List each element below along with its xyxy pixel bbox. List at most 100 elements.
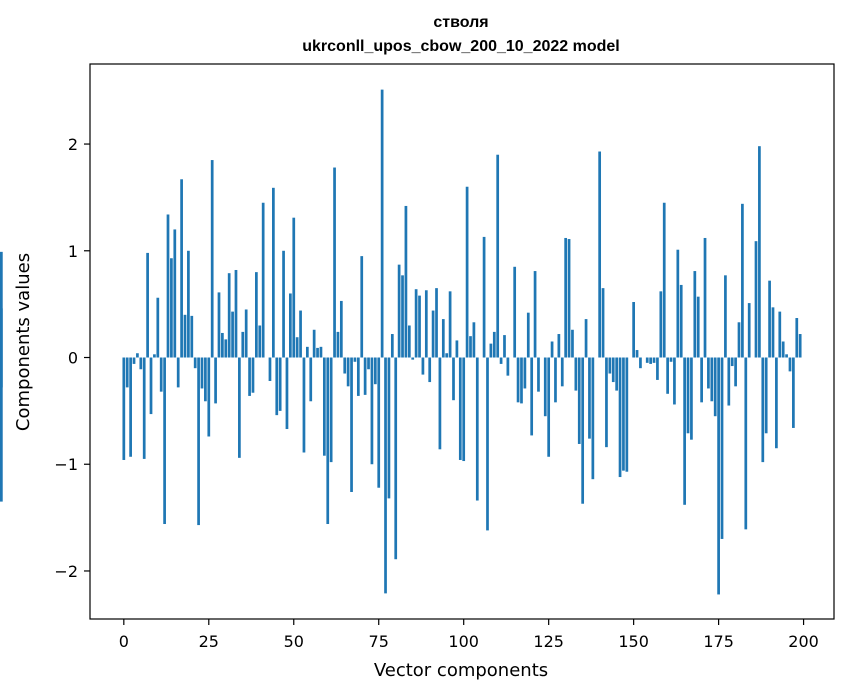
bar-33 <box>234 269 238 358</box>
bar-131 <box>567 239 571 358</box>
bar-47 <box>282 250 285 358</box>
bar-undefined <box>0 357 3 502</box>
bar-18 <box>183 314 187 358</box>
y-axis-label: Components values <box>13 253 34 431</box>
bar-141 <box>601 288 605 358</box>
x-tick-label: 100 <box>448 632 479 651</box>
bar-181 <box>737 322 741 358</box>
bar-133 <box>574 357 578 391</box>
bar-64 <box>339 300 343 358</box>
bar-66 <box>346 357 350 387</box>
bar-98 <box>455 340 459 358</box>
bar-134 <box>577 357 581 444</box>
bar-80 <box>394 357 398 560</box>
bar-13 <box>166 214 170 358</box>
bar-7 <box>146 252 149 358</box>
bar-17 <box>180 179 183 358</box>
bar-116 <box>516 357 520 403</box>
bar-193 <box>778 311 782 358</box>
bar-53 <box>302 357 306 453</box>
bar-46 <box>278 357 282 411</box>
bar-95 <box>445 353 449 358</box>
bar-49 <box>289 293 292 358</box>
bar-52 <box>299 310 302 358</box>
bar-127 <box>554 357 557 403</box>
x-tick-label: 150 <box>618 632 649 651</box>
bar-63 <box>336 331 340 358</box>
bar-61 <box>329 357 333 463</box>
x-tick-label: 25 <box>199 632 219 651</box>
bar-20 <box>190 315 194 358</box>
bar-159 <box>662 202 666 358</box>
bar-1 <box>125 357 129 388</box>
y-tick-label: −1 <box>54 455 78 474</box>
bar-103 <box>472 322 476 358</box>
bar-99 <box>458 357 462 460</box>
bar-82 <box>401 275 404 358</box>
bar-117 <box>520 357 523 404</box>
bar-140 <box>598 151 602 358</box>
bar-39 <box>255 272 258 358</box>
bar-73 <box>370 357 374 465</box>
bars-group <box>0 89 802 595</box>
bar-148 <box>625 357 629 472</box>
bar-188 <box>761 357 765 463</box>
bar-104 <box>475 357 479 501</box>
x-tick-label: 175 <box>703 632 734 651</box>
bar-184 <box>747 303 751 358</box>
bar-38 <box>251 357 255 393</box>
bar-155 <box>649 357 652 364</box>
bar-26 <box>210 160 214 358</box>
bar-178 <box>727 357 731 406</box>
bar-194 <box>781 341 785 358</box>
bar-74 <box>373 357 377 385</box>
bar-199 <box>798 334 802 358</box>
bar-190 <box>768 280 771 358</box>
bar-113 <box>506 357 510 376</box>
bar-81 <box>397 264 401 358</box>
bar-62 <box>333 167 336 358</box>
bar-128 <box>557 334 561 358</box>
x-tick-label: 75 <box>369 632 389 651</box>
bar-76 <box>380 89 384 358</box>
bar-97 <box>452 357 455 401</box>
bar-89 <box>424 290 428 358</box>
bar-170 <box>700 357 703 403</box>
bar-169 <box>696 296 700 358</box>
bar-27 <box>214 357 217 404</box>
bar-85 <box>411 357 415 360</box>
bar-198 <box>795 318 799 358</box>
bar-171 <box>703 237 707 358</box>
bar-94 <box>441 319 445 358</box>
bar-160 <box>666 357 669 394</box>
y-tick-label: 2 <box>68 135 78 154</box>
bar-122 <box>537 357 540 392</box>
bar-125 <box>547 357 551 457</box>
bar-154 <box>645 357 649 363</box>
bar-93 <box>438 357 442 450</box>
bar-14 <box>170 258 173 358</box>
bar-70 <box>360 256 364 358</box>
bar-110 <box>496 154 500 358</box>
bar-101 <box>465 186 469 358</box>
bar-96 <box>448 291 452 358</box>
bar-162 <box>673 357 676 405</box>
bar-175 <box>717 357 720 595</box>
bar-191 <box>771 307 775 358</box>
bar-143 <box>608 357 612 374</box>
bar-150 <box>632 302 635 358</box>
bar-126 <box>550 341 554 358</box>
x-tick-label: 50 <box>284 632 304 651</box>
bar-9 <box>153 354 156 358</box>
bar-92 <box>435 288 438 358</box>
bar-19 <box>187 250 190 358</box>
bar-68 <box>353 357 357 362</box>
bar-165 <box>683 357 686 505</box>
bar-16 <box>176 357 180 388</box>
bar-6 <box>142 357 146 459</box>
bar-161 <box>669 357 673 362</box>
bar-132 <box>571 329 574 358</box>
bar-189 <box>764 357 768 434</box>
bar-174 <box>713 357 717 417</box>
bar-130 <box>564 237 568 358</box>
